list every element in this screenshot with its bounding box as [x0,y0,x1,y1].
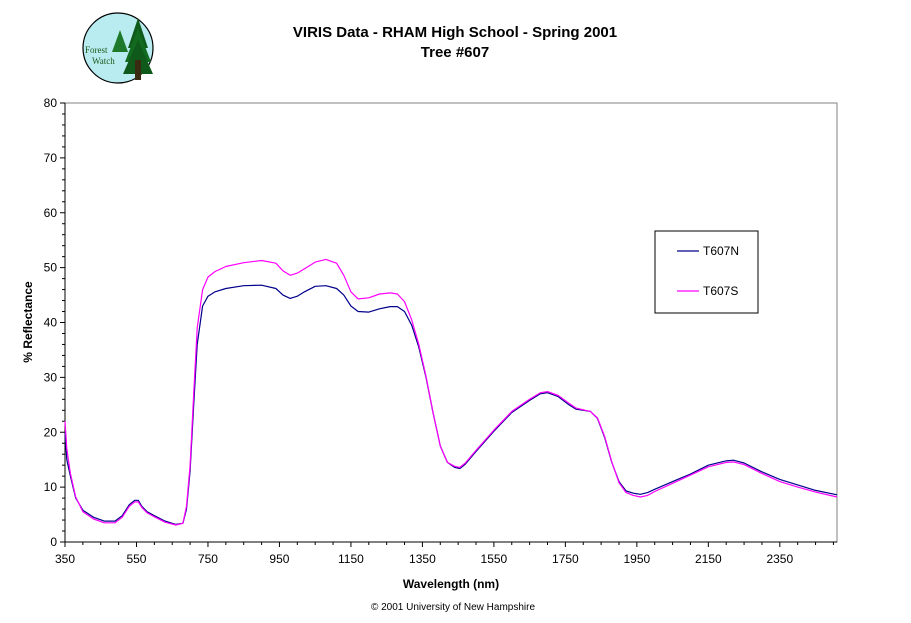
x-tick-label: 2350 [766,552,793,566]
y-axis-label: % Reflectance [21,281,35,363]
y-tick-label: 0 [50,535,57,549]
chart-subtitle: Tree #607 [421,44,489,61]
x-axis-ticks: 350 550 750 950 1150 1350 1550 1750 1950 2150 2350 [55,542,834,566]
logo-text-line2: Watch [92,56,115,66]
x-tick-label: 550 [126,552,146,566]
series-line-t607s [64,258,838,526]
x-tick-label: 1150 [338,552,364,566]
legend: T607N T607S [654,230,759,314]
y-tick-label: 30 [44,370,58,384]
x-axis-label: Wavelength (nm) [403,577,499,591]
x-tick-label: 2150 [695,552,722,566]
y-axis-ticks: 0 10 20 30 40 50 60 70 80 [44,96,65,549]
plot-area [64,102,838,543]
logo-text-line1: Forest [85,45,108,55]
series-line-t607n [64,284,838,526]
x-tick-label: 1350 [409,552,436,566]
x-tick-label: 350 [55,552,75,566]
y-tick-label: 80 [44,96,58,110]
x-tick-label: 1750 [552,552,579,566]
legend-label-t607n: T607N [703,244,739,258]
y-tick-label: 60 [44,206,58,220]
y-tick-label: 10 [44,480,58,494]
chart-title: VIRIS Data - RHAM High School - Spring 2… [293,24,617,41]
y-tick-label: 40 [44,316,58,330]
copyright-footer: © 2001 University of New Hampshire [371,602,536,613]
x-tick-label: 1550 [481,552,508,566]
forest-watch-logo: Forest Watch [82,12,154,84]
y-tick-label: 70 [44,151,58,165]
legend-box [654,230,759,314]
x-tick-label: 750 [198,552,218,566]
series-lines [64,258,838,526]
x-tick-label: 950 [269,552,289,566]
legend-label-t607s: T607S [703,284,738,298]
y-tick-label: 20 [44,425,58,439]
y-tick-label: 50 [44,261,58,275]
x-tick-label: 1950 [624,552,651,566]
